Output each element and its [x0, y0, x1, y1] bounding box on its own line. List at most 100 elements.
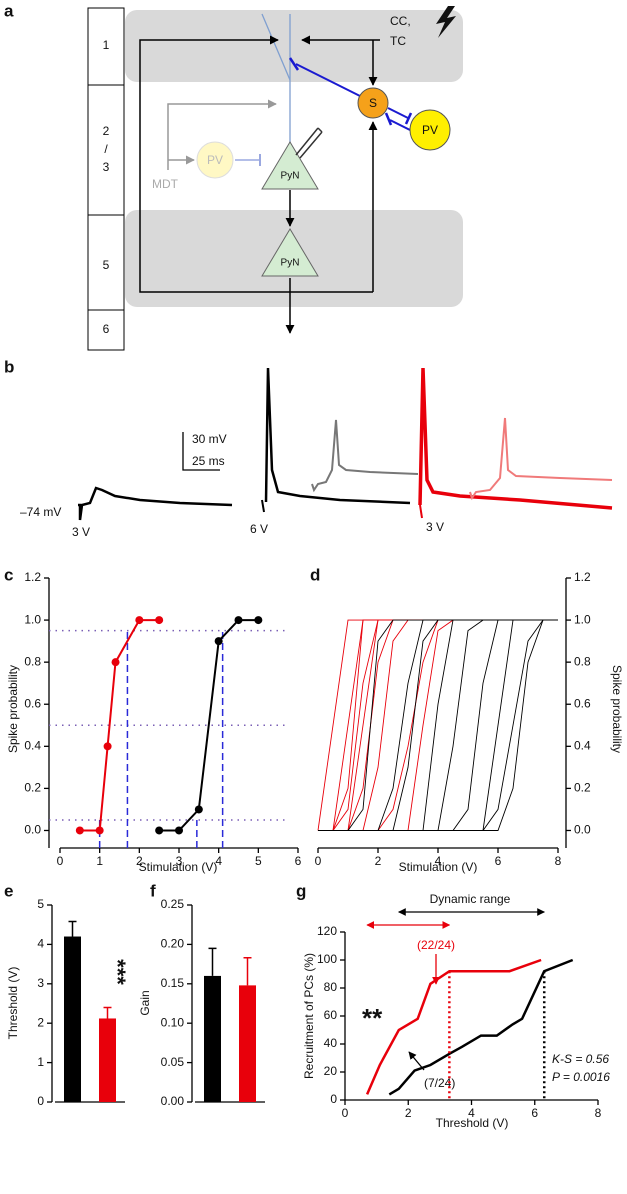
trace — [264, 367, 411, 505]
y-tick-label: 1.2 — [24, 570, 41, 584]
series-line — [318, 619, 558, 831]
y-tick-label: 0 — [330, 1092, 337, 1106]
circuit-diagram: 1 2 / 3 5 6 CC, TC S PV MDT PV — [87, 6, 463, 351]
x-tick-label: 8 — [555, 854, 562, 868]
mdt-label: MDT — [152, 177, 179, 191]
s-cell — [357, 87, 389, 119]
data-point — [234, 616, 243, 625]
cell-label: PyN — [281, 171, 300, 182]
series-line — [388, 958, 574, 1096]
trace-label: 3 V — [426, 520, 444, 534]
scale-bar — [182, 432, 220, 471]
y-tick-label: 0.8 — [24, 654, 41, 668]
y-axis-label: Threshold (V) — [6, 967, 20, 1040]
y-axis-label: Spike probability — [6, 665, 20, 753]
y-tick-label: 120 — [317, 924, 337, 938]
input-label: TC — [390, 34, 406, 48]
panel-label: d — [310, 565, 320, 584]
series-line — [365, 958, 542, 1095]
pv-cell-faded — [196, 141, 234, 179]
trace — [469, 417, 613, 501]
series-line — [159, 619, 259, 832]
y-tick-label: 0.10 — [161, 1015, 185, 1029]
series-line — [318, 619, 558, 831]
trace-label: 3 V — [72, 525, 90, 539]
error-bar — [103, 1006, 112, 1019]
x-tick-label: 8 — [595, 1106, 602, 1120]
trace-label: 6 V — [250, 522, 268, 536]
panel-label: e — [4, 881, 13, 900]
trace — [78, 486, 233, 521]
layer-band — [125, 10, 463, 82]
data-point — [95, 826, 104, 835]
x-tick-label: 6 — [531, 1106, 538, 1120]
range-label: Dynamic range — [430, 892, 511, 906]
bar — [239, 985, 256, 1102]
x-tick-label: 2 — [405, 1106, 412, 1120]
trace — [311, 419, 419, 493]
inhibition-bar — [404, 112, 413, 125]
stat: P = 0.0016 — [552, 1070, 610, 1084]
y-tick-label: 4 — [37, 937, 44, 951]
x-tick-label: 6 — [295, 854, 302, 868]
inhibition — [387, 107, 409, 119]
y-tick-label: 1 — [37, 1055, 44, 1069]
y-tick-label: 0.0 — [24, 823, 41, 837]
y-tick-label: 20 — [324, 1064, 338, 1078]
y-tick-label: 0.8 — [574, 654, 591, 668]
significance: ** — [362, 1003, 383, 1033]
error-bar — [68, 920, 77, 937]
note: (22/24) — [417, 938, 455, 952]
layer-label: 3 — [103, 160, 110, 174]
panel-label: b — [4, 357, 14, 376]
y-tick-label: 3 — [37, 976, 44, 990]
layer-label: 6 — [103, 322, 110, 336]
x-tick-label: 5 — [255, 854, 262, 868]
error-bar — [208, 947, 217, 976]
significance: *** — [105, 959, 130, 985]
x-tick-label: 0 — [57, 854, 64, 868]
pyramidal-cell — [261, 228, 319, 277]
inhibition — [295, 63, 361, 97]
layer-label: 2 — [103, 124, 110, 138]
y-tick-label: 0.6 — [574, 696, 591, 710]
x-tick-label: 4 — [215, 854, 222, 868]
data-point — [155, 616, 164, 625]
data-point — [194, 805, 203, 814]
panel-label: g — [296, 881, 306, 900]
y-tick-label: 0.6 — [24, 696, 41, 710]
y-axis-label: Recruitment of PCs (%) — [302, 953, 316, 1079]
trace — [419, 504, 423, 519]
y-tick-label: 0.00 — [161, 1094, 185, 1108]
x-axis-label: Stimulation (V) — [399, 860, 478, 874]
x-tick-label: 3 — [176, 854, 183, 868]
x-tick-label: 4 — [468, 1106, 475, 1120]
trace — [261, 499, 265, 513]
y-tick-label: 0 — [37, 1094, 44, 1108]
pathway — [139, 35, 373, 293]
inhibition — [389, 119, 411, 131]
scale-label: 25 ms — [192, 454, 225, 468]
scale-label: 30 mV — [192, 432, 227, 446]
data-point — [254, 616, 263, 625]
y-tick-label: 2 — [37, 1015, 44, 1029]
y-tick-label: 0.05 — [161, 1055, 185, 1069]
inhibition-bar — [384, 112, 393, 126]
stat: K-S = 0.56 — [552, 1052, 609, 1066]
y-axis-label: Gain — [138, 990, 152, 1015]
y-tick-label: 1.2 — [574, 570, 591, 584]
y-tick-label: 0.4 — [24, 738, 41, 752]
voltage-traces: 30 mV 25 ms –74 mV 3 V 6 V 3 V — [20, 367, 613, 539]
cell-label: S — [369, 96, 377, 110]
y-tick-label: 60 — [324, 1008, 338, 1022]
y-tick-label: 1.0 — [574, 612, 591, 626]
x-tick-label: 4 — [435, 854, 442, 868]
bar — [99, 1018, 116, 1102]
panel-label: f — [150, 881, 156, 900]
y-tick-label: 0.25 — [161, 897, 185, 911]
input-label: CC, — [390, 14, 411, 28]
data-point — [103, 742, 112, 751]
x-axis-label: Threshold (V) — [436, 1116, 509, 1130]
cell-label: PV — [422, 123, 438, 137]
inhibition-bar — [288, 57, 300, 71]
